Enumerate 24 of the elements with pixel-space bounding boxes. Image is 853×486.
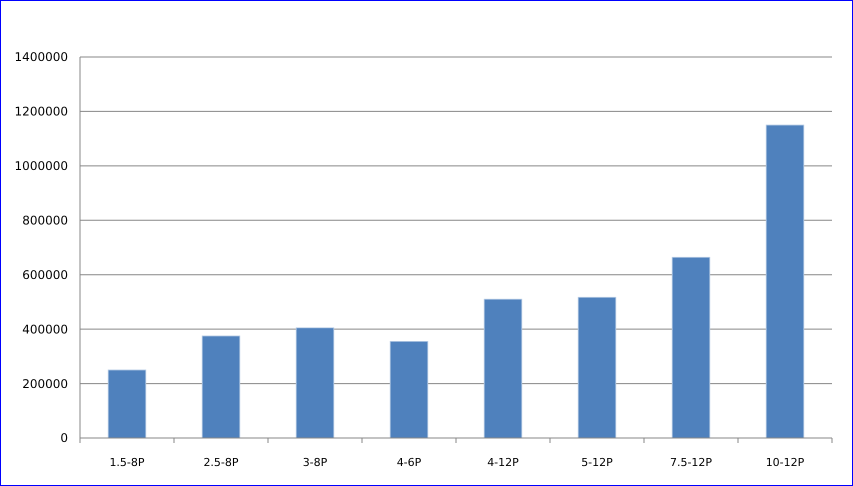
bar [672, 256, 710, 438]
y-tick-label: 800000 [22, 213, 68, 228]
bar [766, 124, 804, 438]
y-tick-label: 600000 [22, 268, 68, 282]
x-tick-label: 4-6P [396, 456, 422, 469]
y-tick-label: 1000000 [14, 159, 68, 174]
x-tick-label: 1.5-8P [109, 456, 145, 469]
x-tick-label: 5-12P [581, 456, 614, 469]
x-tick-label: 3-8P [302, 456, 328, 469]
y-tick-label: 200000 [22, 376, 68, 391]
x-tick-label: 10-12P [766, 456, 805, 469]
bar [484, 298, 522, 438]
bar [202, 336, 240, 438]
bar [108, 370, 146, 438]
bar [578, 296, 616, 438]
x-tick-label: 2.5-8P [203, 456, 239, 469]
bar [390, 340, 428, 438]
y-tick-label: 400000 [22, 322, 68, 336]
y-tick-label: 1200000 [14, 104, 68, 119]
y-tick-label: 0 [60, 431, 68, 446]
x-tick-label: 4-12P [487, 456, 520, 469]
y-tick-label: 1400000 [14, 50, 68, 64]
bar [296, 327, 334, 438]
x-tick-label: 7.5-12P [670, 456, 712, 469]
